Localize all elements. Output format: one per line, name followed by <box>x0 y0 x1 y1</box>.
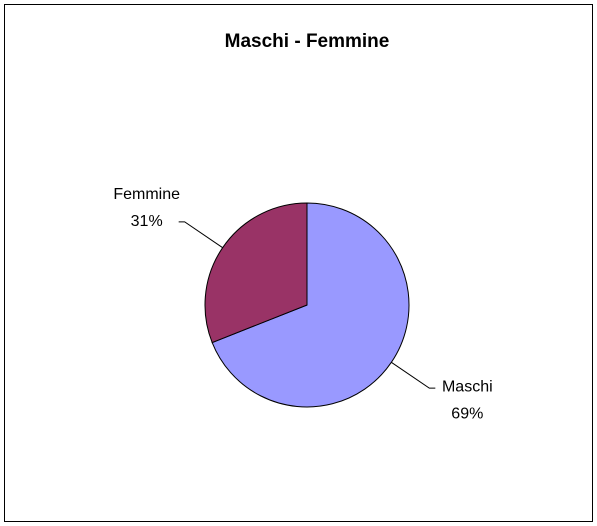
chart-title: Maschi - Femmine <box>225 31 390 52</box>
pie-slice <box>211 202 410 408</box>
slice-value-label: 69% <box>451 405 483 422</box>
slice-value-label: 31% <box>131 213 163 230</box>
slice-label: Femmine <box>113 186 180 203</box>
leader-line <box>391 361 436 389</box>
pie-slice <box>204 202 308 344</box>
slice-label: Maschi <box>442 378 493 395</box>
leader-line <box>178 221 223 249</box>
